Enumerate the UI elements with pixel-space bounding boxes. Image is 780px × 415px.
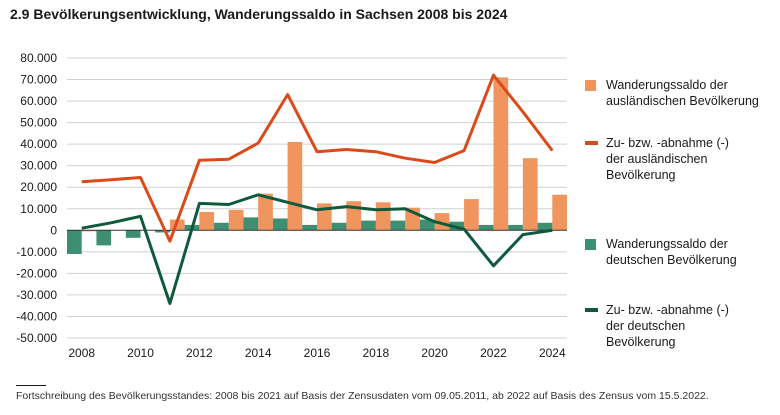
x-tick-label: 2020 bbox=[421, 346, 448, 360]
bar-deutsch-2023 bbox=[508, 224, 523, 231]
y-tick-label: -10.000 bbox=[16, 245, 57, 259]
x-axis-ticks: 2008 2010 2012 2014 2016 2018 2020 2022 2024 bbox=[68, 346, 566, 360]
x-tick-label: 2022 bbox=[480, 346, 507, 360]
y-tick-label: 0 bbox=[50, 223, 57, 237]
y-tick-label: 70.000 bbox=[20, 73, 57, 87]
bar-auslaendisch-2023 bbox=[522, 158, 538, 231]
legend-label: Wanderungssaldo der ausländischen Bevölk… bbox=[606, 78, 759, 108]
bar-deutsch-2014 bbox=[243, 217, 259, 231]
x-tick-label: 2014 bbox=[245, 346, 272, 360]
x-tick-label: 2018 bbox=[362, 346, 389, 360]
bar-auslaendisch-2021 bbox=[464, 199, 479, 231]
y-tick-label: 10.000 bbox=[20, 202, 57, 216]
bar-auslaendisch-2024 bbox=[552, 194, 567, 231]
bar-deutsch-2008 bbox=[67, 230, 82, 254]
bar-deutsch-2011 bbox=[155, 230, 170, 233]
bar-deutsch-2015 bbox=[272, 218, 288, 231]
footnote: Fortschreibung des Bevölkerungsstandes: … bbox=[16, 390, 709, 402]
bar-auslaendisch-2015 bbox=[287, 142, 303, 231]
y-tick-label: -40.000 bbox=[16, 309, 57, 323]
bar-deutsch-2013 bbox=[214, 222, 229, 231]
bar-deutsch-2019 bbox=[390, 220, 406, 231]
bar-deutsch-2022 bbox=[478, 224, 494, 231]
legend-bar-swatch bbox=[585, 239, 596, 250]
bar-auslaendisch-2008 bbox=[81, 230, 97, 232]
y-tick-label: -30.000 bbox=[16, 288, 57, 302]
legend-bar-swatch bbox=[585, 80, 596, 91]
bar-deutsch-2020 bbox=[419, 219, 435, 231]
footnote-rule bbox=[16, 385, 46, 386]
y-tick-label: -50.000 bbox=[16, 331, 57, 345]
y-tick-label: 50.000 bbox=[20, 116, 57, 130]
x-tick-label: 2012 bbox=[186, 346, 213, 360]
y-tick-label: -20.000 bbox=[16, 266, 57, 280]
x-tick-label: 2010 bbox=[127, 346, 154, 360]
bar-deutsch-2018 bbox=[361, 220, 376, 231]
bar-auslaendisch-2012 bbox=[199, 212, 215, 231]
legend-label: Wanderungssaldo der deutschen Bevölkerun… bbox=[606, 237, 737, 267]
legend-line-swatch bbox=[585, 141, 598, 145]
bar-series bbox=[67, 77, 567, 254]
grid-lines bbox=[67, 57, 567, 339]
y-tick-label: 30.000 bbox=[20, 159, 57, 173]
bar-auslaendisch-2018 bbox=[375, 202, 391, 231]
y-tick-label: 60.000 bbox=[20, 94, 57, 108]
x-tick-label: 2024 bbox=[539, 346, 566, 360]
chart-title: 2.9 Bevölkerungsentwicklung, Wanderungss… bbox=[10, 6, 508, 22]
bar-deutsch-2017 bbox=[331, 222, 347, 231]
bar-auslaendisch-2022 bbox=[493, 77, 509, 231]
y-tick-label: 80.000 bbox=[20, 51, 57, 65]
bar-deutsch-2024 bbox=[537, 222, 553, 231]
line-series bbox=[81, 73, 554, 305]
x-tick-label: 2016 bbox=[304, 346, 331, 360]
y-axis-ticks: 80.000 70.000 60.000 50.000 40.000 30.000 20.0… bbox=[16, 51, 57, 345]
y-tick-label: 20.000 bbox=[20, 180, 57, 194]
bar-auslaendisch-2014 bbox=[258, 193, 273, 231]
legend-line-swatch bbox=[585, 308, 598, 312]
x-tick-label: 2008 bbox=[68, 346, 95, 360]
bar-deutsch-2009 bbox=[96, 230, 112, 246]
bar-auslaendisch-2013 bbox=[228, 209, 244, 231]
bar-deutsch-2016 bbox=[302, 224, 317, 231]
line-zuabnahme-deutsch bbox=[81, 193, 553, 305]
legend-label: Zu- bzw. -abnahme (-) der ausländischen … bbox=[606, 136, 729, 182]
y-tick-label: 40.000 bbox=[20, 137, 57, 151]
chart-area: 80.000 70.000 60.000 50.000 40.000 30.000 20.0… bbox=[16, 51, 567, 360]
legend-label: Zu- bzw. -abnahme (-) der deutschen Bevö… bbox=[606, 303, 729, 349]
line-zuabnahme-auslaendisch bbox=[81, 73, 554, 243]
bar-deutsch-2010 bbox=[125, 230, 141, 238]
